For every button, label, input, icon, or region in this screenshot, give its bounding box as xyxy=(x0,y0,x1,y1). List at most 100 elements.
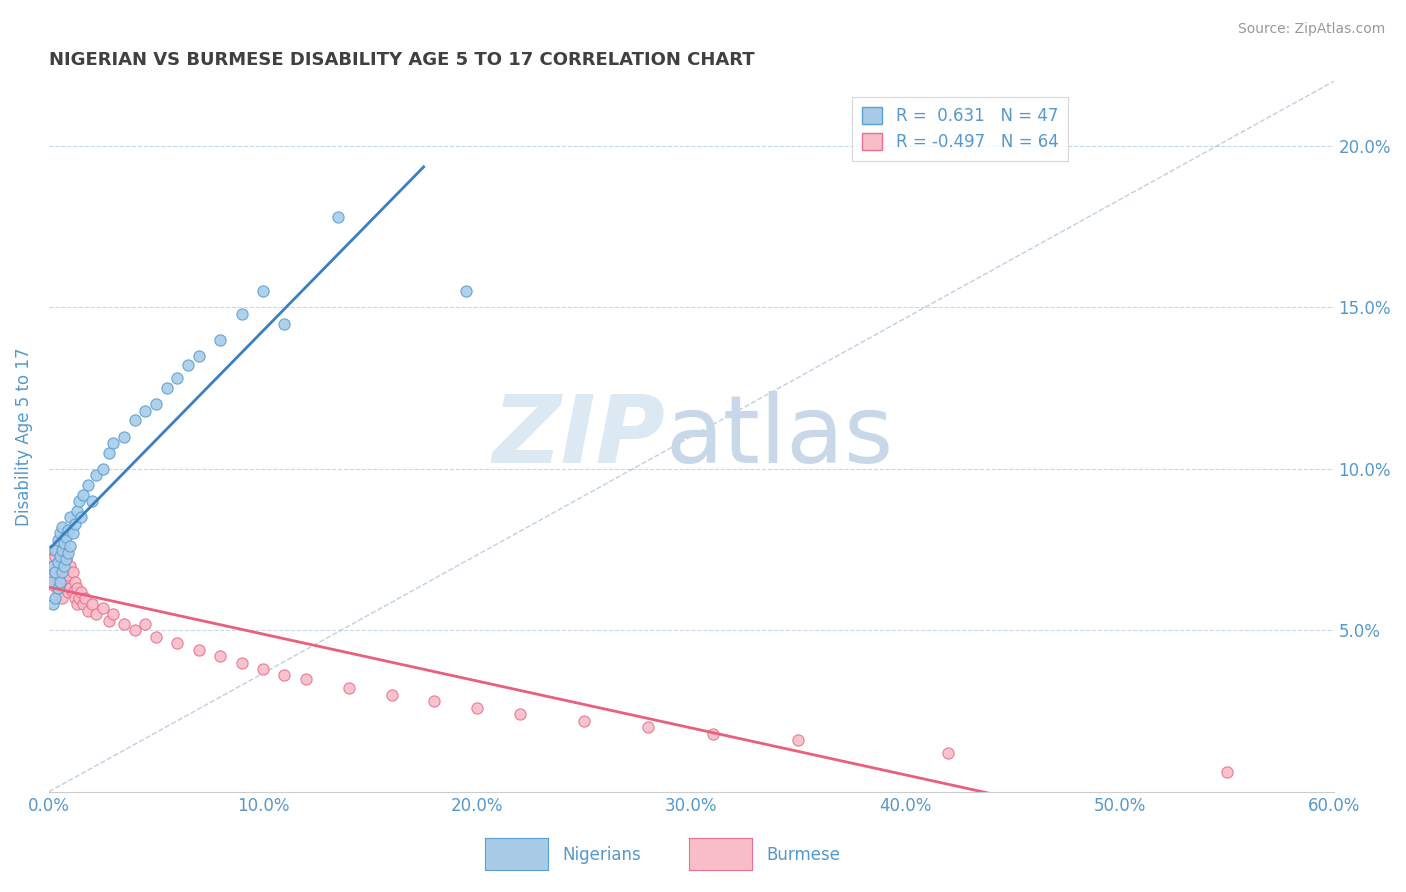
Point xyxy=(80,598,103,612)
Point xyxy=(103,607,125,621)
Point xyxy=(63,516,86,531)
Point xyxy=(51,546,73,560)
Point xyxy=(145,397,167,411)
Point xyxy=(58,546,80,560)
Text: Source: ZipAtlas.com: Source: ZipAtlas.com xyxy=(1237,22,1385,37)
Point xyxy=(59,582,82,596)
Point xyxy=(80,494,103,508)
Point xyxy=(52,536,75,550)
Text: atlas: atlas xyxy=(665,391,894,483)
Point xyxy=(46,556,69,570)
Point xyxy=(46,584,69,599)
Point xyxy=(44,565,66,579)
Point xyxy=(46,582,69,596)
Point xyxy=(44,574,66,589)
Point xyxy=(42,542,65,557)
Point xyxy=(55,552,77,566)
Point xyxy=(380,688,402,702)
Point xyxy=(252,662,274,676)
Point xyxy=(44,591,66,605)
Point xyxy=(66,504,89,518)
Point xyxy=(936,746,959,760)
Point xyxy=(70,510,93,524)
Point xyxy=(46,533,69,547)
Point xyxy=(166,371,188,385)
Point xyxy=(112,616,135,631)
Point xyxy=(44,542,66,557)
Point xyxy=(52,558,75,573)
Point xyxy=(91,600,114,615)
Point xyxy=(42,578,65,592)
Point xyxy=(42,558,65,573)
Point xyxy=(423,694,446,708)
Point xyxy=(58,523,80,537)
Point xyxy=(51,562,73,576)
Point xyxy=(55,552,77,566)
Point xyxy=(209,333,232,347)
Point xyxy=(62,526,84,541)
Point xyxy=(63,574,86,589)
Point xyxy=(187,349,209,363)
Point xyxy=(326,210,349,224)
Point xyxy=(46,558,69,573)
Point xyxy=(91,462,114,476)
Point xyxy=(58,568,80,582)
Point xyxy=(574,714,596,728)
Point xyxy=(252,284,274,298)
Point xyxy=(134,616,156,631)
Point xyxy=(51,591,73,605)
Point xyxy=(70,584,93,599)
Point xyxy=(46,542,69,557)
Point xyxy=(231,656,253,670)
Point xyxy=(66,582,89,596)
Point xyxy=(39,572,62,586)
Point xyxy=(39,552,62,566)
Point xyxy=(145,630,167,644)
Point xyxy=(84,468,107,483)
Point xyxy=(44,549,66,563)
Point xyxy=(337,681,360,696)
Point xyxy=(55,565,77,579)
Text: Burmese: Burmese xyxy=(766,846,841,863)
Point xyxy=(112,429,135,443)
Point xyxy=(48,549,70,563)
Point xyxy=(48,568,70,582)
Point xyxy=(97,445,120,459)
Point xyxy=(637,720,659,734)
Point xyxy=(51,520,73,534)
Point xyxy=(787,733,810,747)
Point xyxy=(97,614,120,628)
Point xyxy=(52,574,75,589)
Point xyxy=(456,284,478,298)
Point xyxy=(59,539,82,553)
Point xyxy=(1215,765,1237,780)
Point xyxy=(55,582,77,596)
Point xyxy=(42,558,65,573)
Point xyxy=(48,526,70,541)
Point xyxy=(67,494,90,508)
Point xyxy=(58,584,80,599)
Point xyxy=(55,530,77,544)
Point xyxy=(124,624,146,638)
Point xyxy=(48,552,70,566)
Point xyxy=(75,591,97,605)
Point xyxy=(62,584,84,599)
Point xyxy=(51,542,73,557)
Point xyxy=(42,598,65,612)
Text: Nigerians: Nigerians xyxy=(562,846,641,863)
Y-axis label: Disability Age 5 to 17: Disability Age 5 to 17 xyxy=(15,347,32,525)
Point xyxy=(231,307,253,321)
Point xyxy=(177,359,200,373)
Text: NIGERIAN VS BURMESE DISABILITY AGE 5 TO 17 CORRELATION CHART: NIGERIAN VS BURMESE DISABILITY AGE 5 TO … xyxy=(49,51,755,69)
Point xyxy=(44,565,66,579)
Point xyxy=(59,510,82,524)
Point xyxy=(39,574,62,589)
Point xyxy=(134,403,156,417)
Point xyxy=(295,672,318,686)
Point xyxy=(72,488,94,502)
Point xyxy=(66,598,89,612)
Point xyxy=(509,707,531,722)
Point xyxy=(76,478,98,492)
Point xyxy=(84,607,107,621)
Point xyxy=(48,578,70,592)
